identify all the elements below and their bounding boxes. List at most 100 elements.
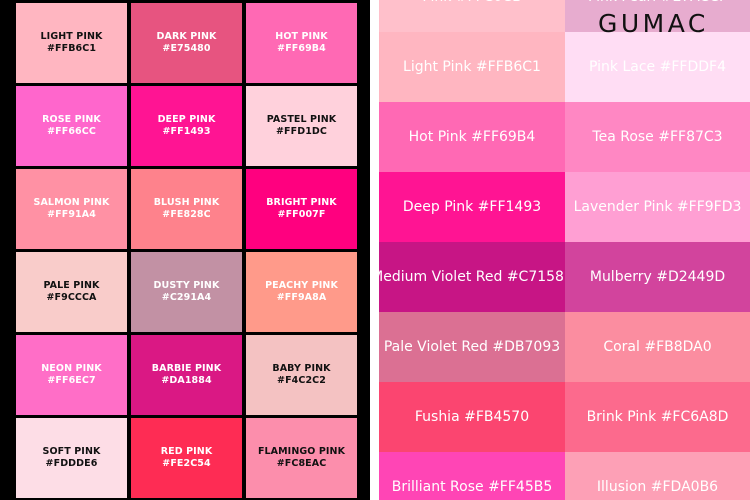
color-swatch: Pink #FFC0CB (379, 0, 565, 32)
swatch-hex: #FF007F (277, 209, 326, 220)
color-swatch: PEACHY PINK #FF9A8A (246, 252, 357, 332)
swatch-name: SOFT PINK (42, 446, 101, 457)
color-swatch: Brink Pink #FC6A8D (565, 382, 750, 452)
swatch-label: Pink Lace (589, 59, 656, 75)
swatch-hex: #FC6A8D (660, 409, 729, 425)
swatch-name: PASTEL PINK (266, 114, 337, 125)
color-swatch: Brilliant Rose #FF45B5 (379, 452, 565, 500)
color-swatch: BABY PINK #F4C2C2 (246, 335, 357, 415)
right-swatch-grid: Pink #FFC0CBPink Pearl #E7ACCFLight Pink… (379, 0, 750, 500)
swatch-name: BARBIE PINK (151, 363, 222, 374)
swatch-hex: #FFDDF4 (659, 59, 726, 75)
color-swatch: Tea Rose #FF87C3 (565, 102, 750, 172)
color-swatch: DUSTY PINK #C291A4 (131, 252, 242, 332)
color-swatch: HOT PINK #FF69B4 (246, 3, 357, 83)
swatch-hex: #FF1493 (162, 126, 211, 137)
swatch-label: Deep Pink (402, 199, 474, 215)
color-swatch: Illusion #FDA0B6 (565, 452, 750, 500)
swatch-hex: #FFB6C1 (46, 43, 97, 54)
color-swatch: Light Pink #FFB6C1 (379, 32, 565, 102)
swatch-hex: #FF1493 (477, 199, 542, 215)
swatch-label: Coral (603, 339, 640, 355)
swatch-name: HOT PINK (275, 31, 328, 42)
swatch-hex: #D2449D (656, 269, 726, 285)
panel-divider (370, 0, 379, 500)
swatch-name: PEACHY PINK (265, 280, 338, 291)
swatch-hex: #FF9A8A (276, 292, 327, 303)
swatch-name: BLUSH PINK (153, 197, 220, 208)
swatch-label: Pink Pearl (588, 0, 656, 5)
color-swatch: DEEP PINK #FF1493 (131, 86, 242, 166)
swatch-hex: #FF45B5 (488, 479, 553, 495)
swatch-name: SALMON PINK (33, 197, 110, 208)
swatch-hex: #FF6EC7 (47, 375, 96, 386)
swatch-name: BABY PINK (272, 363, 331, 374)
pink-shades-panel: Pink #FFC0CBPink Pearl #E7ACCFLight Pink… (379, 0, 750, 500)
left-swatch-grid: LIGHT PINK #FFB6C1 DARK PINK #E75480 HOT PIN… (16, 3, 357, 498)
swatch-hex: #C291A4 (161, 292, 212, 303)
swatch-hex: #FFC0CB (456, 0, 522, 5)
swatch-label: Medium Violet Red (379, 269, 503, 285)
color-swatch: Hot Pink #FF69B4 (379, 102, 565, 172)
swatch-hex: #C71585 (506, 269, 573, 285)
swatch-hex: #FB4570 (464, 409, 530, 425)
color-swatch: Mulberry #D2449D (565, 242, 750, 312)
swatch-hex: #FE828C (162, 209, 211, 220)
swatch-hex: #F9CCCA (46, 292, 97, 303)
swatch-hex: #DA1884 (161, 375, 212, 386)
color-swatch: Lavender Pink #FF9FD3 (565, 172, 750, 242)
color-swatch: PASTEL PINK #FFD1DC (246, 86, 357, 166)
swatch-name: BRIGHT PINK (266, 197, 337, 208)
swatch-label: Hot Pink (408, 129, 467, 145)
swatch-name: FLAMINGO PINK (257, 446, 346, 457)
swatch-hex: #F4C2C2 (277, 375, 326, 386)
swatch-label: Mulberry (589, 269, 652, 285)
color-swatch: Pink Pearl #E7ACCF (565, 0, 750, 32)
swatch-label: Illusion (596, 479, 647, 495)
color-swatch: PALE PINK #F9CCCA (16, 252, 127, 332)
swatch-label: Tea Rose (592, 129, 654, 145)
swatch-label: Brink Pink (586, 409, 657, 425)
swatch-label: Lavender Pink (573, 199, 673, 215)
color-swatch: Pink Lace #FFDDF4 (565, 32, 750, 102)
color-swatch: Medium Violet Red #C71585 (379, 242, 573, 312)
color-swatch: BRIGHT PINK #FF007F (246, 169, 357, 249)
swatch-hex: #FF69B4 (277, 43, 326, 54)
color-swatch: BLUSH PINK #FE828C (131, 169, 242, 249)
color-swatch: Deep Pink #FF1493 (379, 172, 565, 242)
color-swatch: Fushia #FB4570 (379, 382, 565, 452)
swatch-name: DARK PINK (156, 31, 217, 42)
color-swatch: SOFT PINK #FDDDE6 (16, 418, 127, 498)
swatch-hex: #FE2C54 (162, 458, 211, 469)
swatch-hex: #FB8DA0 (644, 339, 712, 355)
color-swatch: ROSE PINK #FF66CC (16, 86, 127, 166)
color-swatch: RED PINK #FE2C54 (131, 418, 242, 498)
swatch-name: RED PINK (160, 446, 213, 457)
color-swatch: FLAMINGO PINK #FC8EAC (246, 418, 357, 498)
swatch-hex: #FF9FD3 (676, 199, 742, 215)
swatch-hex: #FFD1DC (276, 126, 327, 137)
swatch-label: Pink (422, 0, 451, 5)
swatch-hex: #FF66CC (47, 126, 96, 137)
swatch-hex: #E75480 (162, 43, 211, 54)
swatch-label: Brilliant Rose (391, 479, 484, 495)
swatch-hex: #FFB6C1 (475, 59, 541, 75)
swatch-hex: #FF69B4 (471, 129, 536, 145)
color-swatch: Pale Violet Red #DB7093 (379, 312, 565, 382)
swatch-label: Pale Violet Red (383, 339, 488, 355)
swatch-hex: #FC8EAC (276, 458, 327, 469)
swatch-name: DUSTY PINK (153, 280, 220, 291)
swatch-hex: #FDA0B6 (650, 479, 719, 495)
swatch-name: LIGHT PINK (40, 31, 103, 42)
swatch-name: DEEP PINK (157, 114, 216, 125)
pink-swatch-chart: LIGHT PINK #FFB6C1 DARK PINK #E75480 HOT PIN… (0, 0, 370, 500)
swatch-name: NEON PINK (41, 363, 102, 374)
swatch-hex: #FF87C3 (658, 129, 723, 145)
swatch-hex: #DB7093 (492, 339, 561, 355)
swatch-name: PALE PINK (43, 280, 100, 291)
color-swatch: LIGHT PINK #FFB6C1 (16, 3, 127, 83)
swatch-label: Fushia (414, 409, 460, 425)
color-swatch: DARK PINK #E75480 (131, 3, 242, 83)
swatch-hex: #FDDDE6 (45, 458, 98, 469)
swatch-name: ROSE PINK (42, 114, 101, 125)
